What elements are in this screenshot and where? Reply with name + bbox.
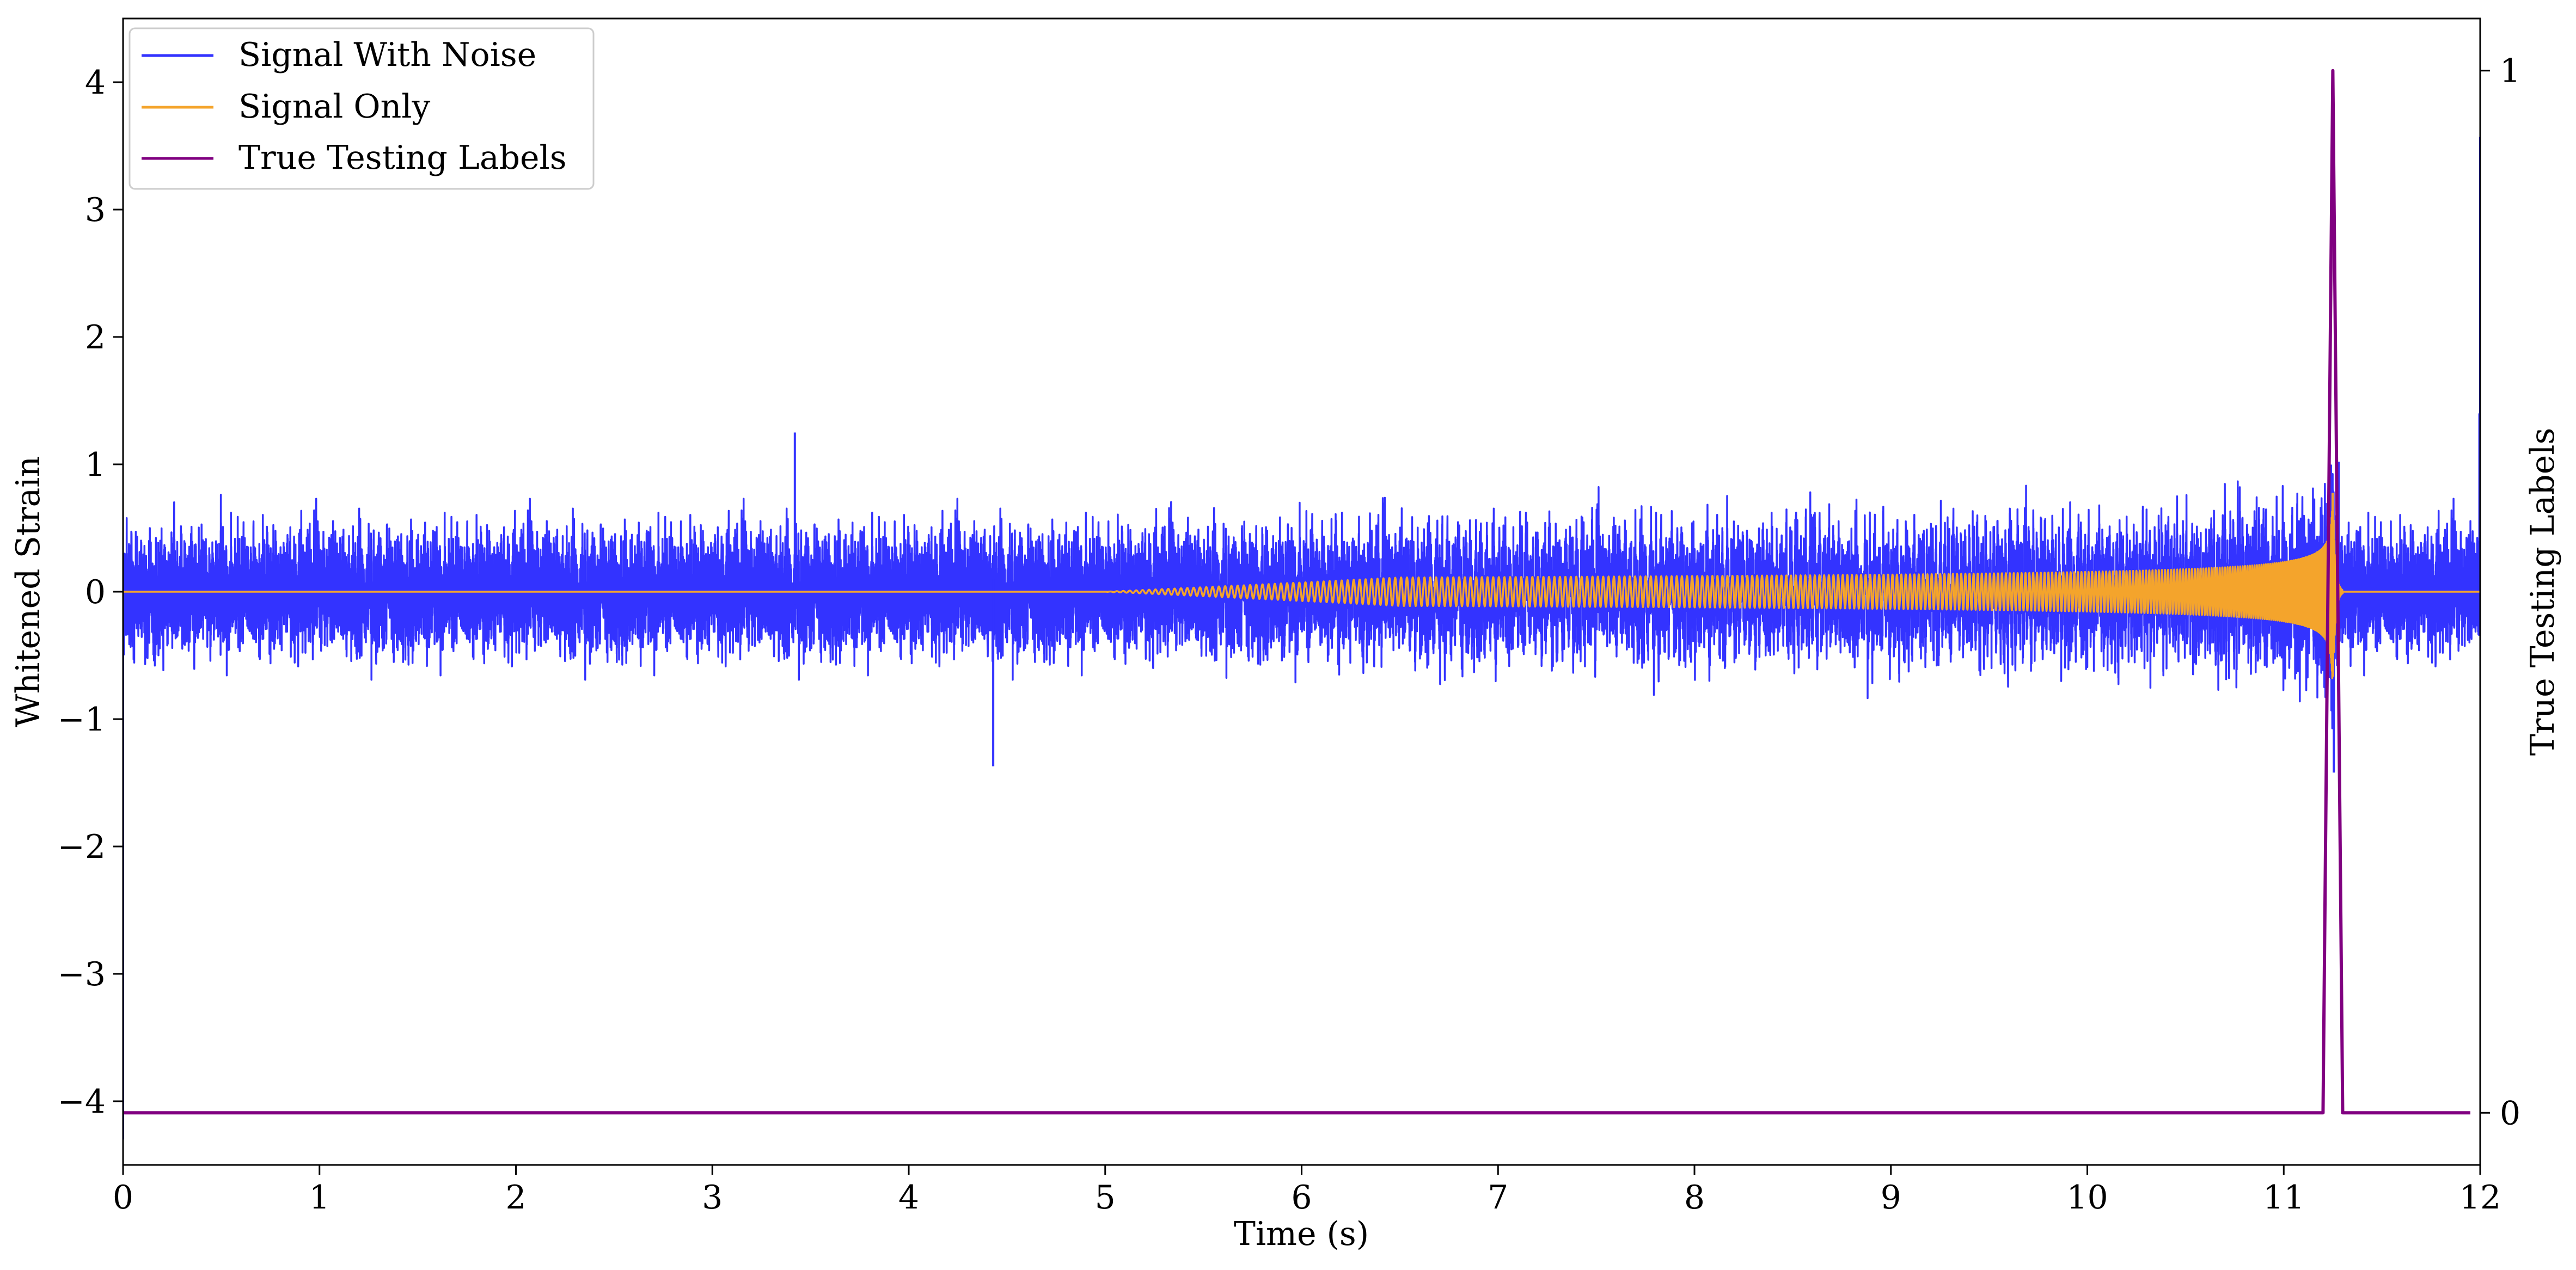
y2-axis-ticks: 01 [2480,52,2520,1132]
x-tick-label: 7 [1488,1179,1508,1217]
y-tick-label: −2 [58,828,106,866]
y-tick-label: 3 [85,191,106,229]
y2-tick-label: 0 [2500,1094,2520,1132]
legend-label-signal-only: Signal Only [238,88,430,126]
y-axis-ticks: −4 −3 −2 −1 0 1 2 3 4 [58,64,123,1121]
legend: Signal With Noise Signal Only True Testi… [129,27,595,190]
x-tick-label: 10 [2066,1179,2108,1217]
y-tick-label: −4 [58,1083,106,1121]
x-tick-label: 9 [1881,1179,1901,1217]
series-layer [123,69,2480,1140]
x-axis-ticks: 0 1 2 3 4 5 6 7 8 9 10 11 12 [113,1165,2501,1217]
y-tick-label: −3 [58,955,106,993]
legend-entry-true-testing-labels: True Testing Labels [142,139,567,177]
x-tick-label: 0 [113,1179,133,1217]
y-tick-label: −1 [58,701,106,739]
x-tick-label: 3 [702,1179,723,1217]
legend-label-true-testing-labels: True Testing Labels [238,139,567,177]
x-tick-label: 4 [898,1179,919,1217]
y-axis-label: Whitened Strain [9,456,47,727]
y2-tick-label: 1 [2500,52,2520,90]
x-tick-label: 11 [2263,1179,2304,1217]
legend-entry-signal-with-noise: Signal With Noise [142,36,536,74]
x-tick-label: 12 [2459,1179,2501,1217]
x-tick-label: 1 [309,1179,330,1217]
legend-frame [129,27,595,190]
series-signal-with-noise-line [123,464,2480,729]
series-signal-only-line [123,493,2480,679]
legend-entry-signal-only: Signal Only [142,88,430,126]
x-tick-label: 6 [1291,1179,1312,1217]
series-true-testing-labels-line [123,69,2470,1115]
x-axis-label: Time (s) [1234,1215,1369,1253]
legend-label-signal-with-noise: Signal With Noise [238,36,536,74]
y-tick-label: 2 [85,318,106,357]
x-tick-label: 8 [1684,1179,1705,1217]
y-tick-label: 1 [85,446,106,484]
x-tick-label: 5 [1095,1179,1116,1217]
y-tick-label: 4 [85,64,106,102]
y2-axis-label: True Testing Labels [2524,428,2562,756]
y-tick-label: 0 [85,573,106,611]
x-tick-label: 2 [505,1179,526,1217]
